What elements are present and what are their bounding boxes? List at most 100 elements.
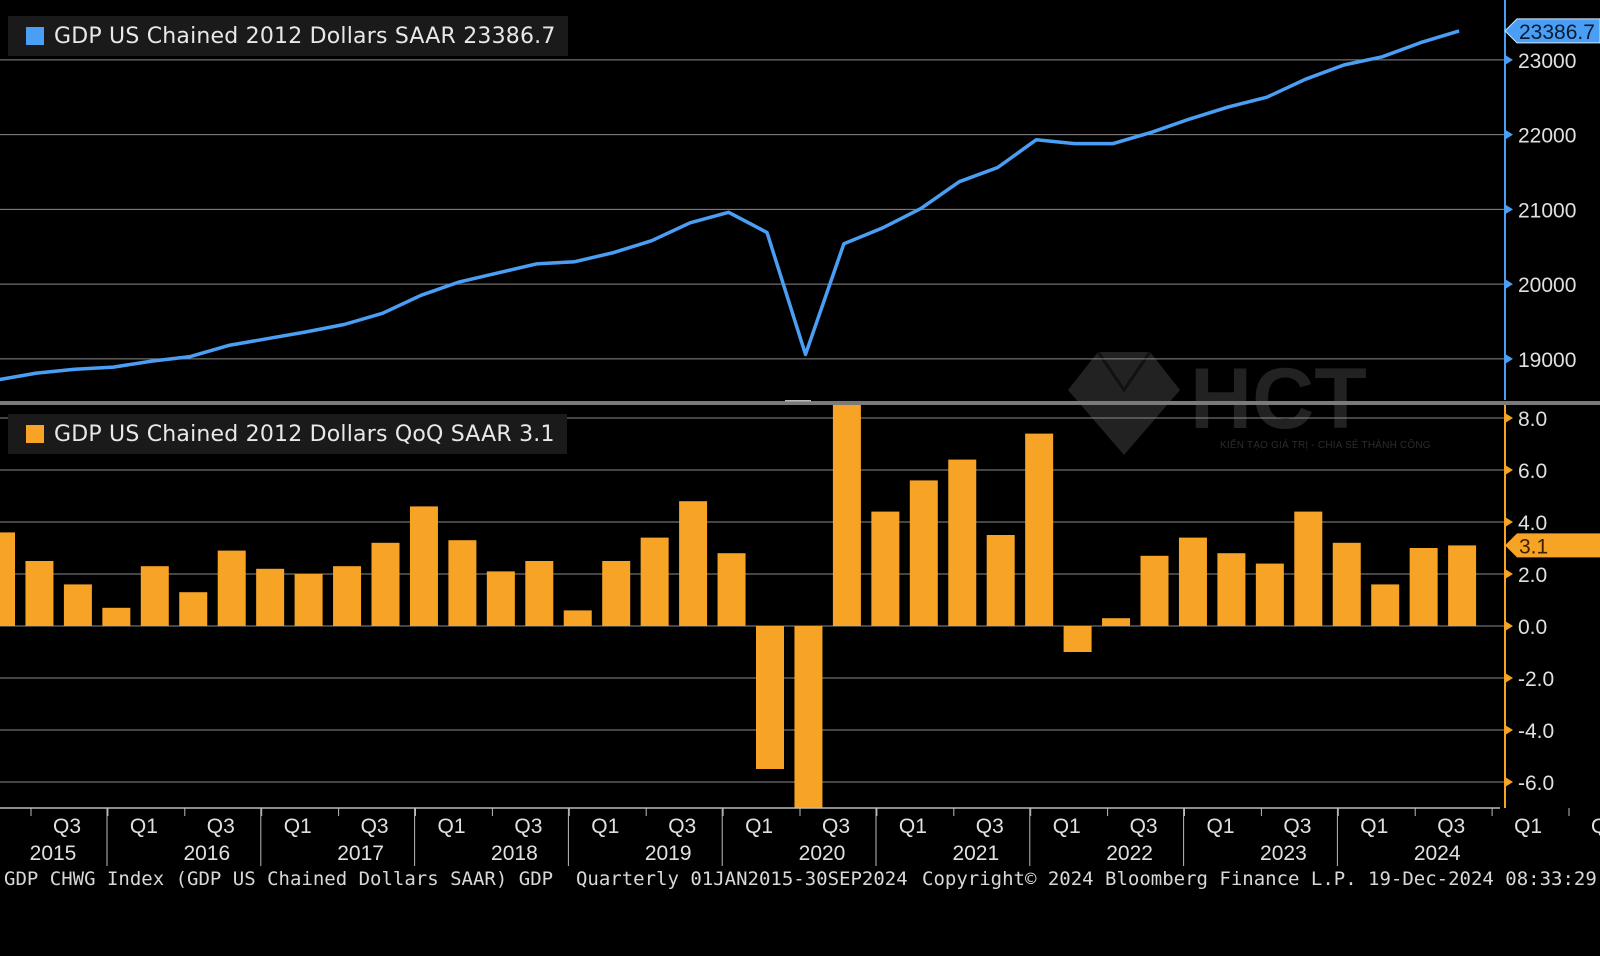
top-legend-swatch [26, 27, 44, 45]
qoq-bar [1409, 548, 1438, 626]
qoq-bar [1371, 584, 1400, 626]
footer-description: GDP CHWG Index (GDP US Chained Dollars S… [4, 868, 908, 890]
qoq-bar [832, 405, 861, 626]
top-y-tick-label: 22000 [1518, 125, 1576, 148]
top-y-tick-label: 23000 [1518, 50, 1576, 73]
top-tick-arrow [1505, 54, 1513, 65]
bottom-tick-arrow [1505, 569, 1513, 579]
bottom-legend: GDP US Chained 2012 Dollars QoQ SAAR 3.1 [8, 414, 567, 454]
qoq-bar [140, 566, 169, 626]
top-y-tick-label: 19000 [1518, 349, 1576, 372]
x-year-label: 2018 [491, 842, 538, 865]
x-quarter-label: Q3 [361, 815, 389, 838]
top-tick-arrow [1505, 204, 1513, 215]
bottom-last-value-label: 3.1 [1519, 535, 1548, 558]
x-quarter-label: Q3 [822, 815, 850, 838]
footer-timestamp: 19-Dec-2024 08:33:29 [1368, 868, 1597, 890]
bottom-y-tick-label: -4.0 [1518, 720, 1554, 743]
qoq-bar [333, 566, 362, 626]
divider-handle [785, 400, 811, 402]
qoq-bar [1332, 542, 1361, 626]
x-year-label: 2024 [1414, 842, 1461, 865]
axis-labels: 19000 20000 21000 22000 23000 23386.7 -6.0 -4.0… [30, 18, 1600, 865]
x-year-label: 2019 [645, 842, 692, 865]
qoq-bar [294, 574, 323, 626]
qoq-bar [602, 561, 631, 626]
qoq-bar [448, 540, 477, 626]
qoq-bar [986, 535, 1015, 626]
bottom-y-tick-label: 6.0 [1518, 460, 1547, 483]
bottom-tick-arrow [1505, 621, 1513, 631]
bottom-legend-label: GDP US Chained 2012 Dollars QoQ SAAR 3.1 [54, 421, 555, 447]
qoq-bar [948, 459, 977, 626]
top-legend-label: GDP US Chained 2012 Dollars SAAR 23386.7 [54, 23, 556, 49]
gdp-chart: HCT 19000 20000 21000 22000 23000 23386.7 -6.0… [0, 0, 1600, 866]
qoq-bar [1140, 555, 1169, 626]
qoq-bar [871, 511, 900, 626]
x-year-label: 2016 [183, 842, 230, 865]
qoq-bar [1063, 626, 1092, 652]
qoq-bar [717, 553, 746, 626]
qoq-bar [1178, 537, 1207, 626]
top-last-value-tag [1504, 18, 1600, 44]
x-year-label: 2015 [30, 842, 77, 865]
chart-footer: GDP CHWG Index (GDP US Chained Dollars S… [0, 868, 1600, 895]
x-quarter-label: Q3 [514, 815, 542, 838]
qoq-bar [486, 571, 515, 626]
bottom-y-tick-label: 4.0 [1518, 512, 1547, 535]
top-last-value-label: 23386.7 [1519, 21, 1595, 44]
x-quarter-label: Q1 [1053, 815, 1081, 838]
bottom-y-tick-label: -2.0 [1518, 668, 1554, 691]
bottom-tick-arrow [1505, 725, 1513, 735]
qoq-bar [1025, 433, 1054, 626]
x-quarter-label: Q1 [745, 815, 773, 838]
bottom-tick-arrow [1505, 517, 1513, 527]
x-quarter-label: Q1 [1360, 815, 1388, 838]
qoq-bar [63, 584, 92, 626]
bottom-y-tick-label: 8.0 [1518, 408, 1547, 431]
bottom-tick-arrow [1505, 413, 1513, 423]
x-year-label: 2020 [799, 842, 846, 865]
x-quarter-label: Q3 [1283, 815, 1311, 838]
watermark-logo-text: HCT [1190, 351, 1367, 447]
panel-divider [0, 401, 1600, 405]
x-quarter-label: Q1 [284, 815, 312, 838]
x-quarter-label: Q3 [53, 815, 81, 838]
qoq-bar [794, 626, 823, 808]
top-panel-gridlines [0, 59, 1505, 360]
x-quarter-label: Q1 [130, 815, 158, 838]
gdp-line-series [0, 29, 1460, 382]
qoq-bar [756, 626, 784, 769]
bottom-panel-gridlines [0, 417, 1505, 783]
x-quarter-label: Q3 [1437, 815, 1465, 838]
x-quarter-label: Q3 [1591, 815, 1600, 838]
qoq-bar [179, 592, 208, 626]
bottom-y-tick-label: 0.0 [1518, 616, 1547, 639]
bottom-y-tick-label: 2.0 [1518, 564, 1547, 587]
top-tick-arrow [1505, 353, 1513, 364]
bottom-tick-arrow [1505, 777, 1513, 787]
x-quarter-label: Q1 [1206, 815, 1234, 838]
footer-copyright: Copyright© 2024 Bloomberg Finance L.P. [922, 868, 1357, 890]
watermark-tagline: KIẾN TẠO GIÁ TRỊ - CHIA SẺ THÀNH CÔNG [1220, 440, 1431, 451]
bottom-y-tick-label: -6.0 [1518, 772, 1554, 795]
qoq-bar [640, 537, 669, 626]
qoq-bar [1255, 563, 1284, 626]
chart-axes [0, 0, 1600, 866]
qoq-bar [371, 542, 400, 626]
qoq-bars [0, 405, 1477, 808]
qoq-bar [909, 480, 938, 626]
x-year-label: 2021 [952, 842, 999, 865]
top-tick-arrow [1505, 279, 1513, 290]
qoq-bar [1448, 545, 1477, 626]
x-year-label: 2022 [1106, 842, 1153, 865]
qoq-bar [25, 561, 54, 626]
bottom-last-value-tag [1505, 533, 1600, 558]
qoq-bar [409, 506, 438, 626]
qoq-bar [0, 532, 15, 626]
qoq-bar [1294, 511, 1323, 626]
qoq-bar [563, 610, 592, 626]
qoq-bar [1217, 553, 1246, 626]
qoq-bar [679, 501, 708, 626]
top-y-tick-label: 21000 [1518, 199, 1576, 222]
